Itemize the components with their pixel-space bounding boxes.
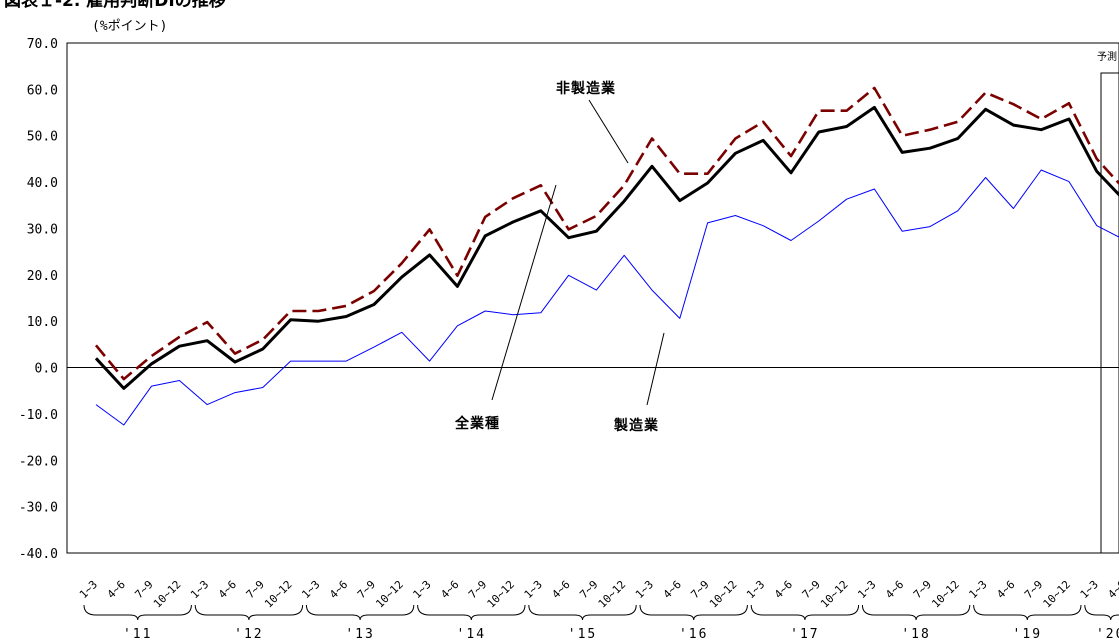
x-tick-label: 7~9: [577, 578, 600, 601]
annotation-all-industries: 全業種: [454, 415, 500, 432]
x-tick-label: 1~3: [77, 578, 100, 601]
x-tick-label: 1~3: [633, 578, 656, 601]
year-brace: [194, 604, 304, 621]
y-tick-label: 40.0: [27, 176, 58, 191]
x-tick-label: 4~6: [327, 578, 350, 601]
annotation-non-manufacturing-arrow: [588, 99, 629, 164]
x-tick-label: 4~6: [772, 578, 795, 601]
y-tick-label: 10.0: [27, 315, 58, 330]
x-tick-label: 4~6: [661, 578, 684, 601]
forecast-label: 予測: [1097, 50, 1117, 63]
x-tick-label: 1~3: [1078, 578, 1101, 601]
year-labels: '11 '12 '13 '14 '15 '16 '17 '18 '19 '20: [83, 604, 1119, 642]
y-tick-label: 50.0: [27, 130, 58, 145]
year-brace: [973, 604, 1082, 621]
series-line-2: [95, 169, 1119, 426]
plot-area-frame: [66, 42, 1119, 554]
y-tick-label: 20.0: [27, 269, 58, 284]
series-line-1: [94, 105, 1119, 390]
axes: [66, 42, 1119, 554]
x-tick-label: 1~3: [855, 578, 878, 601]
x-tick-label: 10~12: [1041, 578, 1074, 611]
year-brace: [750, 604, 860, 621]
x-tick-label: 10~12: [262, 578, 295, 611]
x-tick-label: 7~9: [800, 578, 823, 601]
x-tick-label: 4~6: [883, 578, 906, 601]
forecast-region: [1100, 72, 1119, 554]
series-lines: [94, 86, 1119, 426]
x-tick-label: 7~9: [1022, 578, 1045, 601]
year-label: '16: [679, 627, 708, 642]
chart-title: 図表１-2. 雇用判断DIの推移: [4, 0, 226, 11]
year-label: '17: [790, 627, 819, 642]
year-label: '14: [457, 627, 486, 642]
annotation-non-manufacturing: 非製造業: [556, 80, 616, 97]
year-brace: [417, 604, 526, 621]
x-tick-label: 4~6: [105, 578, 128, 601]
x-tick-label: 7~9: [911, 578, 934, 601]
y-tick-label: -10.0: [19, 408, 58, 423]
x-tick-label: 4~6: [549, 578, 572, 601]
x-tick-label: 7~9: [132, 578, 155, 601]
x-tick-label: 10~12: [373, 578, 406, 611]
x-tick-label: 10~12: [151, 578, 184, 611]
annotations: 非製造業 全業種 製造業: [454, 80, 665, 434]
x-tick-label: 10~12: [485, 578, 518, 611]
x-tick-label: 7~9: [688, 578, 711, 601]
x-tick-label: 1~3: [299, 578, 322, 601]
y-tick-label: 70.0: [27, 37, 58, 52]
x-tick-label: 7~9: [244, 578, 267, 601]
x-tick-label: 7~9: [466, 578, 489, 601]
y-tick-label: -30.0: [19, 501, 58, 516]
y-tick-label: 60.0: [27, 83, 58, 98]
x-tick-label: 1~3: [744, 578, 767, 601]
year-brace: [83, 604, 192, 621]
y-tick-label: 30.0: [27, 222, 58, 237]
year-brace: [861, 604, 971, 621]
y-tick-label: -20.0: [19, 454, 58, 469]
year-brace: [639, 604, 748, 621]
y-unit-label: (%ポイント): [92, 19, 167, 34]
year-label: '11: [123, 627, 152, 642]
x-tick-label: 10~12: [707, 578, 740, 611]
y-axis-ticks: 70.0 60.0 50.0 40.0 30.0 20.0 10.0 0.0 -10.0 -20.…: [19, 37, 58, 562]
x-tick-label: 1~3: [966, 578, 989, 601]
year-label: '18: [901, 627, 930, 642]
x-tick-label: 10~12: [818, 578, 851, 611]
x-tick-label: 4~6: [438, 578, 461, 601]
series-line-0: [94, 86, 1119, 381]
year-brace: [1084, 604, 1119, 621]
year-label: '19: [1013, 627, 1042, 642]
year-brace: [528, 604, 637, 621]
year-label: '13: [345, 627, 374, 642]
y-tick-label: -40.0: [19, 547, 58, 562]
x-tick-label: 10~12: [929, 578, 962, 611]
x-tick-label: 4~6: [1105, 578, 1119, 601]
x-tick-label: 7~9: [355, 578, 378, 601]
year-label: '15: [568, 627, 597, 642]
annotation-all-industries-arrow: [491, 184, 557, 401]
x-tick-label: 1~3: [188, 578, 211, 601]
x-tick-label: 10~12: [596, 578, 629, 611]
year-label: '12: [234, 627, 263, 642]
annotation-manufacturing-arrow: [646, 332, 665, 406]
annotation-manufacturing: 製造業: [613, 417, 659, 434]
x-axis-ticks: 1~3 4~6 7~910~12 1~3 4~6 7~910~12 1~3 4~6 7~910~…: [77, 578, 1119, 611]
x-tick-label: 1~3: [410, 578, 433, 601]
y-tick-label: 0.0: [35, 362, 58, 377]
year-brace: [305, 604, 415, 621]
x-tick-label: 4~6: [994, 578, 1017, 601]
x-tick-label: 1~3: [522, 578, 545, 601]
forecast-box: 予測: [1097, 50, 1119, 554]
x-tick-label: 4~6: [216, 578, 239, 601]
year-label: '20: [1096, 627, 1119, 642]
